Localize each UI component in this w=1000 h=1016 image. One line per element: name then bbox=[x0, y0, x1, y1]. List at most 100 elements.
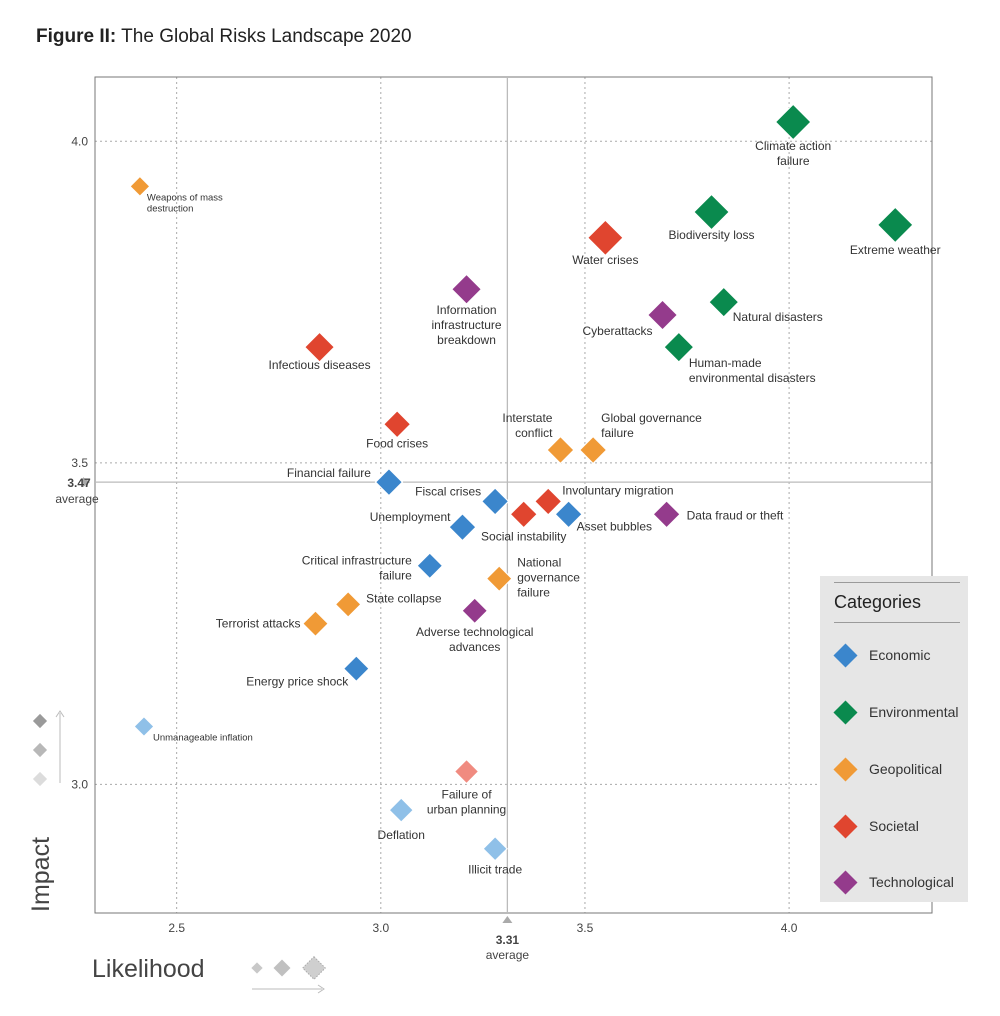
y-tick-label-4-0: 4.0 bbox=[71, 134, 88, 148]
legend-rule-bottom bbox=[834, 622, 960, 623]
point-involuntary-migration bbox=[533, 487, 563, 516]
average-impact-label: average bbox=[55, 492, 99, 506]
point-label-interstate-conflict: Interstate conflict bbox=[502, 411, 553, 440]
point-label-natural-disasters: Natural disasters bbox=[733, 310, 823, 324]
point-label-energy-price-shock: Energy price shock bbox=[246, 675, 349, 689]
y-tick-label-3-0: 3.0 bbox=[71, 777, 88, 791]
point-state-collapse bbox=[334, 590, 362, 618]
legend-label-societal: Societal bbox=[869, 818, 919, 834]
legend-label-environmental: Environmental bbox=[869, 704, 959, 720]
average-impact-marker bbox=[83, 477, 90, 488]
size-key-diamond-medium bbox=[32, 742, 48, 758]
legend-label-technological: Technological bbox=[869, 874, 954, 890]
legend-rule-top bbox=[834, 582, 960, 583]
size-key-arrowhead-horizontal bbox=[317, 984, 325, 994]
size-key-diamond-h-small bbox=[251, 962, 263, 974]
point-data-fraud-or-theft bbox=[652, 500, 681, 529]
point-label-adverse-technological-advances: Adverse technological advances bbox=[416, 625, 533, 654]
point-information-infrastructure-breakdown bbox=[450, 273, 483, 305]
y-tick-label-3-5: 3.5 bbox=[71, 456, 88, 470]
x-axis-title: Likelihood bbox=[92, 955, 205, 983]
point-label-climate-action-failure: Climate action failure bbox=[755, 139, 831, 168]
point-human-made-environmental-disasters bbox=[663, 331, 695, 363]
point-label-food-crises: Food crises bbox=[366, 436, 428, 450]
point-food-crises bbox=[382, 409, 412, 439]
point-label-terrorist-attacks: Terrorist attacks bbox=[216, 617, 301, 631]
point-label-global-governance-failure: Global governance failure bbox=[601, 411, 702, 440]
point-weapons-of-mass-destruction bbox=[129, 175, 151, 198]
legend-swatch-environmental bbox=[833, 699, 858, 725]
size-key-diamond-large bbox=[32, 713, 48, 729]
legend-item-environmental: Environmental bbox=[833, 699, 959, 725]
point-label-asset-bubbles: Asset bubbles bbox=[577, 519, 652, 533]
point-extreme-weather bbox=[876, 206, 914, 244]
point-label-unmanageable-inflation: Unmanageable inflation bbox=[153, 733, 253, 744]
point-unemployment bbox=[448, 512, 477, 542]
figure-title-text: The Global Risks Landscape 2020 bbox=[121, 26, 412, 47]
point-water-crises bbox=[586, 219, 624, 257]
point-label-information-infrastructure-breakdown: Information infrastructure breakdown bbox=[432, 303, 502, 347]
point-fiscal-crises bbox=[480, 487, 510, 516]
point-label-infectious-diseases: Infectious diseases bbox=[269, 358, 371, 372]
point-social-instability bbox=[509, 500, 538, 529]
point-label-deflation: Deflation bbox=[378, 828, 425, 842]
figure-label: Figure II: bbox=[36, 26, 117, 47]
point-label-financial-failure: Financial failure bbox=[287, 466, 371, 480]
figure-title: Figure II: The Global Risks Landscape 20… bbox=[36, 26, 412, 48]
point-unmanageable-inflation bbox=[133, 715, 155, 738]
point-label-water-crises: Water crises bbox=[572, 253, 638, 267]
point-adverse-technological-advances bbox=[461, 597, 489, 625]
category-legend: Categories Economic Environmental Geopol… bbox=[820, 576, 968, 902]
point-label-human-made-environmental-disasters: Human-made environmental disasters bbox=[689, 356, 816, 385]
legend-item-technological: Technological bbox=[833, 869, 954, 895]
point-label-unemployment: Unemployment bbox=[370, 510, 451, 524]
average-likelihood-marker bbox=[502, 916, 513, 923]
point-climate-action-failure bbox=[774, 103, 812, 141]
point-label-critical-information-infrastructure-failure: Critical infrastructure failure bbox=[302, 554, 412, 583]
average-likelihood-value: 3.31 bbox=[496, 933, 520, 947]
point-label-national-governance-failure: National governance failure bbox=[517, 556, 580, 600]
point-illicit-trade bbox=[482, 835, 508, 862]
point-label-biodiversity-loss: Biodiversity loss bbox=[669, 228, 755, 242]
average-impact-value: 3.47 bbox=[67, 476, 91, 490]
legend-item-geopolitical: Geopolitical bbox=[833, 756, 943, 782]
point-label-involuntary-migration: Involuntary migration bbox=[562, 483, 673, 497]
size-key-diamond-small bbox=[32, 771, 48, 787]
impact-size-key bbox=[32, 710, 327, 994]
x-tick-label-3-0: 3.0 bbox=[372, 921, 389, 935]
point-global-governance-failure bbox=[578, 435, 608, 465]
point-asset-bubbles bbox=[554, 500, 583, 529]
point-national-governance-failure bbox=[485, 565, 513, 593]
legend-label-geopolitical: Geopolitical bbox=[869, 761, 943, 777]
point-biodiversity-loss bbox=[692, 193, 731, 231]
point-label-weapons-of-mass-destruction: Weapons of mass destruction bbox=[147, 192, 223, 214]
point-label-data-fraud-or-theft: Data fraud or theft bbox=[687, 508, 784, 522]
point-label-state-collapse: State collapse bbox=[366, 591, 442, 605]
size-key-arrowhead-vertical bbox=[55, 710, 65, 718]
point-financial-failure bbox=[374, 467, 404, 497]
point-label-fiscal-crises: Fiscal crises bbox=[415, 484, 481, 498]
legend-label-economic: Economic bbox=[869, 647, 931, 663]
average-likelihood-label: average bbox=[486, 948, 530, 962]
point-label-social-instability: Social instability bbox=[481, 529, 566, 543]
x-tick-label-4-0: 4.0 bbox=[781, 921, 798, 935]
x-tick-label-2-5: 2.5 bbox=[168, 921, 185, 935]
legend-item-societal: Societal bbox=[833, 813, 919, 839]
point-label-failure-of-urban-planning: Failure of urban planning bbox=[427, 788, 506, 817]
plot-frame bbox=[94, 76, 933, 914]
point-terrorist-attacks bbox=[301, 610, 330, 638]
point-critical-information-infrastructure-failure bbox=[416, 552, 444, 580]
point-infectious-diseases bbox=[303, 331, 336, 363]
legend-swatch-geopolitical bbox=[833, 756, 858, 782]
point-natural-disasters bbox=[708, 286, 740, 318]
point-cyberattacks bbox=[646, 299, 679, 331]
point-energy-price-shock bbox=[342, 655, 370, 683]
point-label-illicit-trade: Illicit trade bbox=[468, 863, 522, 877]
legend-swatch-technological bbox=[833, 869, 858, 895]
x-tick-label-3-5: 3.5 bbox=[577, 921, 594, 935]
legend-item-economic: Economic bbox=[833, 642, 931, 668]
point-deflation bbox=[388, 797, 415, 823]
size-key-diamond-h-medium bbox=[273, 959, 291, 977]
point-label-extreme-weather: Extreme weather bbox=[850, 243, 941, 257]
